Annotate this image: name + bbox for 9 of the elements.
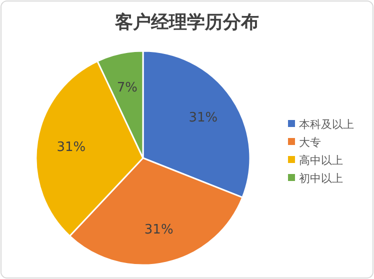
data-label: 31% — [188, 110, 218, 126]
data-label: 31% — [56, 140, 86, 156]
legend-label: 高中以上 — [299, 154, 343, 167]
data-label: 31% — [144, 222, 174, 238]
legend-label: 本科及以上 — [299, 118, 354, 131]
legend-label: 初中以上 — [299, 172, 343, 185]
legend-label: 大专 — [299, 136, 321, 149]
data-label: 7% — [116, 80, 138, 96]
chart-title: 客户经理学历分布 — [114, 12, 259, 33]
